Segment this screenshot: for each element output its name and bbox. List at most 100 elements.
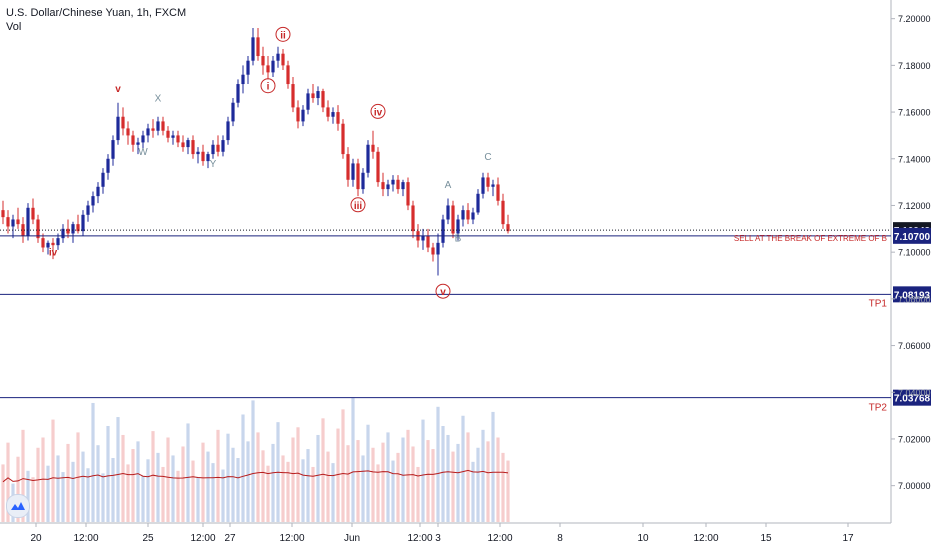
volume-bar <box>481 429 485 522</box>
candle <box>256 28 260 61</box>
volume-bar <box>136 441 140 522</box>
volume-bar <box>161 466 165 522</box>
candle <box>1 200 5 225</box>
volume-indicator-label[interactable]: Vol <box>6 21 22 33</box>
time-tick-label: 8 <box>557 533 563 544</box>
volume-bar <box>401 437 405 522</box>
candle <box>236 79 240 108</box>
candle <box>181 135 185 152</box>
candle <box>206 151 210 169</box>
candle <box>351 158 355 187</box>
volume-bar <box>36 447 40 522</box>
candle <box>466 203 470 225</box>
wave-label: iii <box>350 197 366 213</box>
wave-label: A <box>445 180 452 191</box>
svg-text:v: v <box>440 287 446 298</box>
candle <box>426 228 430 253</box>
time-tick-label: 12:00 <box>693 533 718 544</box>
volume-bar <box>381 442 385 522</box>
volume-bar <box>61 472 65 522</box>
candle <box>401 179 405 197</box>
svg-text:i: i <box>267 82 270 93</box>
candle <box>121 107 125 136</box>
price-tick-label: 7.14000 <box>898 154 931 164</box>
candle <box>446 198 450 225</box>
volume-bar <box>436 406 440 522</box>
symbol-title[interactable]: U.S. Dollar/Chinese Yuan, 1h, FXCM <box>6 7 187 19</box>
volume-bar <box>96 445 100 522</box>
level-price-box <box>893 286 931 303</box>
volume-bar <box>391 460 395 522</box>
volume-bar <box>211 463 215 522</box>
candle <box>506 214 510 234</box>
time-tick-label: 12:00 <box>407 533 432 544</box>
candle <box>226 116 230 145</box>
candle <box>231 98 235 127</box>
candle <box>31 198 35 225</box>
candle <box>491 179 495 197</box>
volume-bar <box>46 465 50 522</box>
candle <box>406 177 410 211</box>
svg-text:W: W <box>138 147 148 158</box>
volume-bar <box>201 442 205 522</box>
svg-text:iii: iii <box>354 201 363 212</box>
volume-bar <box>51 419 55 522</box>
wave-label: iv <box>49 247 58 258</box>
volume-bar <box>461 415 465 522</box>
candle <box>141 130 145 150</box>
level-annotation: TP1 <box>869 298 888 309</box>
volume-bar <box>351 397 355 522</box>
volume-bar <box>86 468 90 522</box>
candle <box>216 135 220 157</box>
candle <box>41 233 45 253</box>
candle <box>131 130 135 152</box>
volume-bar <box>446 434 450 522</box>
volume-bar <box>6 442 10 522</box>
volume-bar <box>266 465 270 522</box>
price-tick-label: 7.10000 <box>898 248 931 258</box>
candle <box>111 135 115 166</box>
tradingview-icon[interactable] <box>6 494 30 518</box>
candle <box>106 154 110 180</box>
volume-bar <box>466 432 470 522</box>
price-axis[interactable]: 7.20000 7.18000 7.16000 7.14000 7.12000 7.100… <box>891 14 931 491</box>
time-tick-label: 12:00 <box>73 533 98 544</box>
volume-bar <box>256 432 260 522</box>
volume-bar <box>181 446 185 522</box>
candle <box>201 144 205 166</box>
candle <box>326 100 330 122</box>
candle <box>166 126 170 143</box>
svg-text:v: v <box>115 84 121 95</box>
volume-bar <box>171 455 175 522</box>
candle <box>116 102 120 145</box>
candle <box>211 140 215 159</box>
volume-bar <box>296 427 300 522</box>
candle <box>366 140 370 178</box>
volume-bar <box>221 469 225 522</box>
level-annotation: SELL AT THE BREAK OF EXTREME OF B <box>734 234 887 243</box>
volume-bar <box>451 451 455 522</box>
candle <box>156 116 160 136</box>
volume-bar <box>356 440 360 522</box>
volume-bar <box>91 402 95 522</box>
candle <box>376 147 380 187</box>
volume-bar <box>471 461 475 522</box>
svg-text:Y: Y <box>210 159 217 170</box>
time-axis[interactable]: 20 12:00 25 12:00 27 12:00 Jun 12:00 3 12:00 8 10 12… <box>30 523 854 544</box>
candle-series <box>1 28 510 276</box>
price-tick-label: 7.00000 <box>898 481 931 491</box>
volume-bar <box>376 464 380 522</box>
svg-text:C: C <box>484 152 491 163</box>
price-tick-label: 7.12000 <box>898 201 931 211</box>
svg-text:X: X <box>155 93 162 104</box>
level-price-label: 7.10700 <box>894 232 931 243</box>
candle <box>186 137 190 155</box>
candle <box>361 168 365 194</box>
candle <box>136 137 140 155</box>
volume-bar <box>1 464 5 522</box>
svg-text:B: B <box>455 233 462 244</box>
candle <box>61 224 65 243</box>
candle <box>46 240 50 255</box>
volume-bar <box>141 475 145 522</box>
